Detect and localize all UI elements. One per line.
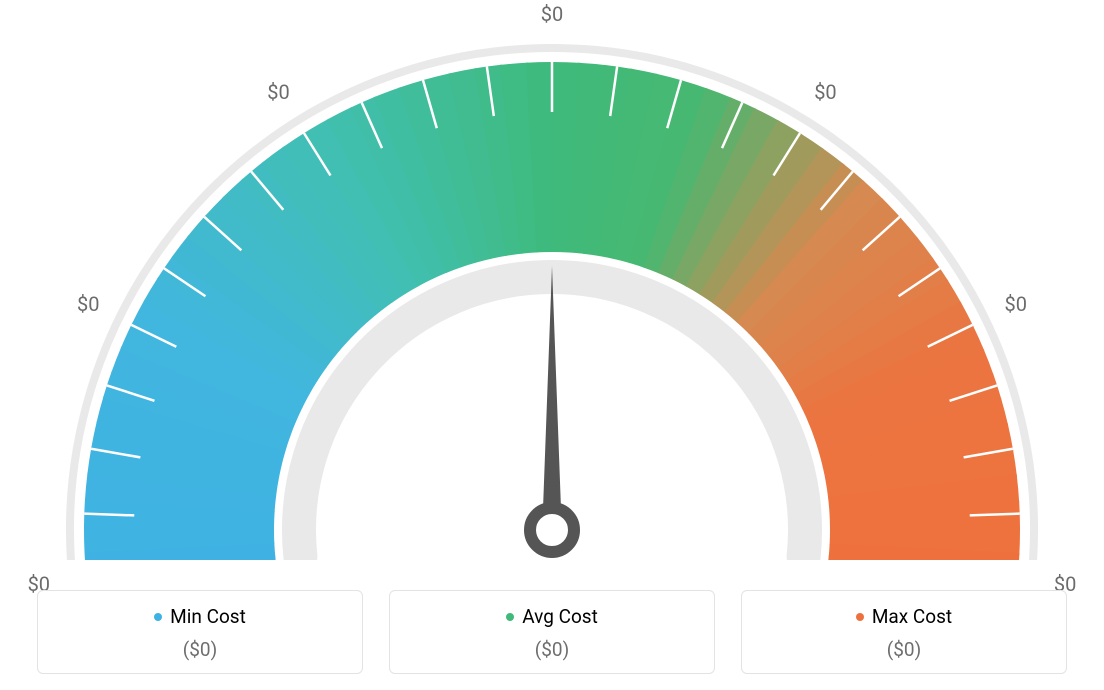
legend-card-min: Min Cost ($0) <box>37 590 363 674</box>
gauge-tick-label: $0 <box>77 292 99 316</box>
gauge-tick-label: $0 <box>267 80 289 104</box>
legend-label: Avg Cost <box>522 605 598 628</box>
legend-label: Min Cost <box>170 605 246 628</box>
gauge-area: $0$0$0$0$0$0$0 <box>0 0 1104 560</box>
gauge-tick-label: $0 <box>1005 292 1027 316</box>
legend-value: ($0) <box>750 638 1058 661</box>
legend-title-avg: Avg Cost <box>506 605 598 628</box>
legend-value: ($0) <box>398 638 706 661</box>
legend-card-max: Max Cost ($0) <box>741 590 1067 674</box>
dot-icon <box>154 613 162 621</box>
legend-row: Min Cost ($0) Avg Cost ($0) Max Cost ($0… <box>37 590 1067 674</box>
legend-title-min: Min Cost <box>154 605 246 628</box>
legend-card-avg: Avg Cost ($0) <box>389 590 715 674</box>
gauge-svg <box>0 0 1104 560</box>
legend-title-max: Max Cost <box>856 605 952 628</box>
gauge-tick-label: $0 <box>814 80 836 104</box>
dot-icon <box>856 613 864 621</box>
gauge-tick-label: $0 <box>541 2 563 26</box>
legend-value: ($0) <box>46 638 354 661</box>
dot-icon <box>506 613 514 621</box>
gauge-cost-chart: { "gauge": { "type": "gauge", "center_x"… <box>0 0 1104 690</box>
legend-label: Max Cost <box>872 605 952 628</box>
